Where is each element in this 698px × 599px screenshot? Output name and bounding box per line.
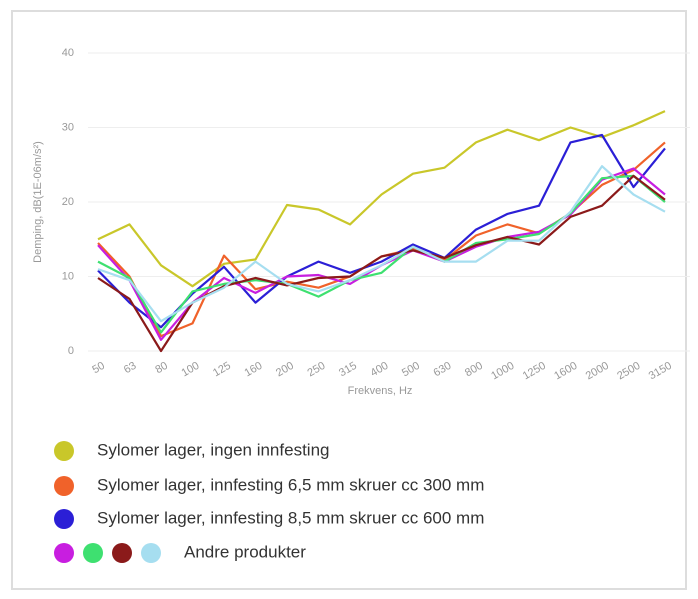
series-line	[97, 110, 666, 288]
x-tick-label: 315	[337, 360, 359, 380]
x-tick-label: 1000	[489, 360, 516, 383]
x-tick-label: 1600	[552, 360, 579, 383]
y-tick-label: 20	[62, 196, 74, 208]
x-tick-label: 630	[432, 360, 454, 380]
x-tick-label: 400	[369, 360, 391, 380]
y-axis-title: Demping, dB(1E-06m/s²)	[32, 141, 44, 263]
x-tick-label: 800	[463, 360, 485, 380]
y-tick-label: 40	[62, 47, 74, 59]
x-tick-label: 63	[122, 360, 139, 377]
legend-label: Andre produkter	[184, 542, 306, 561]
x-tick-label: 2500	[615, 360, 642, 383]
legend-swatch	[54, 476, 74, 496]
x-tick-label: 2000	[584, 360, 611, 383]
x-tick-label: 200	[274, 360, 296, 380]
y-tick-label: 10	[62, 270, 74, 282]
x-tick-label: 80	[153, 360, 170, 377]
series-line	[97, 165, 666, 323]
legend-swatch	[141, 543, 161, 563]
x-tick-label: 100	[180, 360, 202, 380]
x-tick-label: 160	[243, 360, 265, 380]
y-tick-label: 30	[62, 121, 74, 133]
legend-swatch	[54, 441, 74, 461]
series-line	[97, 133, 666, 329]
x-tick-label: 3150	[647, 360, 674, 383]
legend-swatch	[54, 543, 74, 563]
x-tick-label: 125	[211, 360, 233, 380]
legend-label: Sylomer lager, innfesting 8,5 mm skruer …	[97, 508, 484, 527]
y-tick-label: 0	[68, 345, 74, 357]
x-tick-label: 500	[400, 360, 422, 380]
legend-swatch	[112, 543, 132, 563]
legend-swatch	[54, 509, 74, 529]
x-tick-label: 1250	[521, 360, 548, 383]
x-axis-title: Frekvens, Hz	[348, 385, 413, 397]
x-tick-label: 50	[90, 360, 107, 377]
legend-label: Sylomer lager, ingen innfesting	[97, 440, 329, 459]
legend-swatch	[83, 543, 103, 563]
x-tick-label: 250	[306, 360, 328, 380]
series-line	[97, 174, 666, 334]
legend-label: Sylomer lager, innfesting 6,5 mm skruer …	[97, 475, 484, 494]
frame	[11, 10, 687, 590]
